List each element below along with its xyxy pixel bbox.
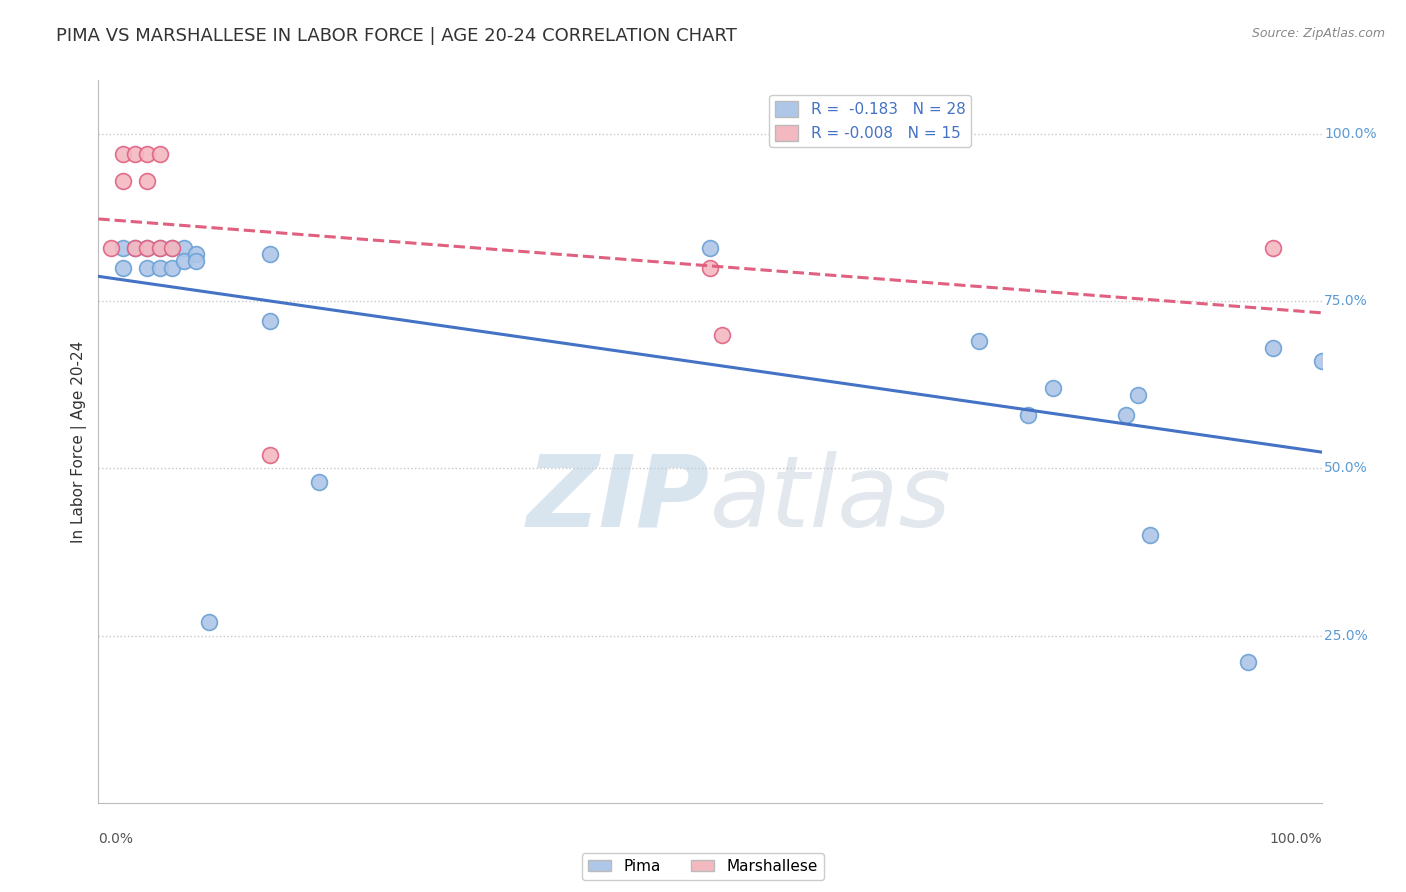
Point [149,241,172,255]
Point [1042,381,1064,395]
Text: PIMA VS MARSHALLESE IN LABOR FORCE | AGE 20-24 CORRELATION CHART: PIMA VS MARSHALLESE IN LABOR FORCE | AGE… [56,27,737,45]
Point [699,241,721,255]
Point [186,254,208,268]
Point [149,147,172,161]
Point [186,247,208,261]
Point [1115,408,1137,422]
Text: ZIP: ZIP [527,450,710,548]
Point [711,327,734,342]
Point [1017,408,1039,422]
Point [259,448,281,462]
Point [1310,354,1333,368]
Point [160,241,183,255]
Point [124,147,146,161]
Point [100,241,122,255]
Text: 50.0%: 50.0% [1324,461,1368,475]
Point [111,260,134,275]
Text: 0.0%: 0.0% [98,831,134,846]
Point [197,615,219,630]
Y-axis label: In Labor Force | Age 20-24: In Labor Force | Age 20-24 [72,341,87,542]
Point [160,260,183,275]
Point [149,260,172,275]
Point [173,241,195,255]
Legend: R =  -0.183   N = 28, R = -0.008   N = 15: R = -0.183 N = 28, R = -0.008 N = 15 [769,95,972,147]
Point [111,147,134,161]
Point [308,475,330,489]
Point [259,247,281,261]
Point [136,147,159,161]
Text: 100.0%: 100.0% [1270,831,1322,846]
Point [699,260,721,275]
Point [124,241,146,255]
Point [1128,387,1150,401]
Point [160,241,183,255]
Point [1139,528,1161,542]
Point [111,173,134,188]
Text: 25.0%: 25.0% [1324,629,1368,642]
Point [136,241,159,255]
Text: Source: ZipAtlas.com: Source: ZipAtlas.com [1251,27,1385,40]
Point [136,173,159,188]
Point [149,241,172,255]
Legend: Pima, Marshallese: Pima, Marshallese [582,853,824,880]
Point [136,260,159,275]
Point [1237,655,1260,669]
Text: atlas: atlas [710,450,952,548]
Point [259,314,281,328]
Point [967,334,990,349]
Point [111,241,134,255]
Point [173,254,195,268]
Point [136,241,159,255]
Text: 100.0%: 100.0% [1324,127,1376,141]
Point [1261,241,1284,255]
Point [124,241,146,255]
Text: 75.0%: 75.0% [1324,294,1368,308]
Point [1261,341,1284,355]
